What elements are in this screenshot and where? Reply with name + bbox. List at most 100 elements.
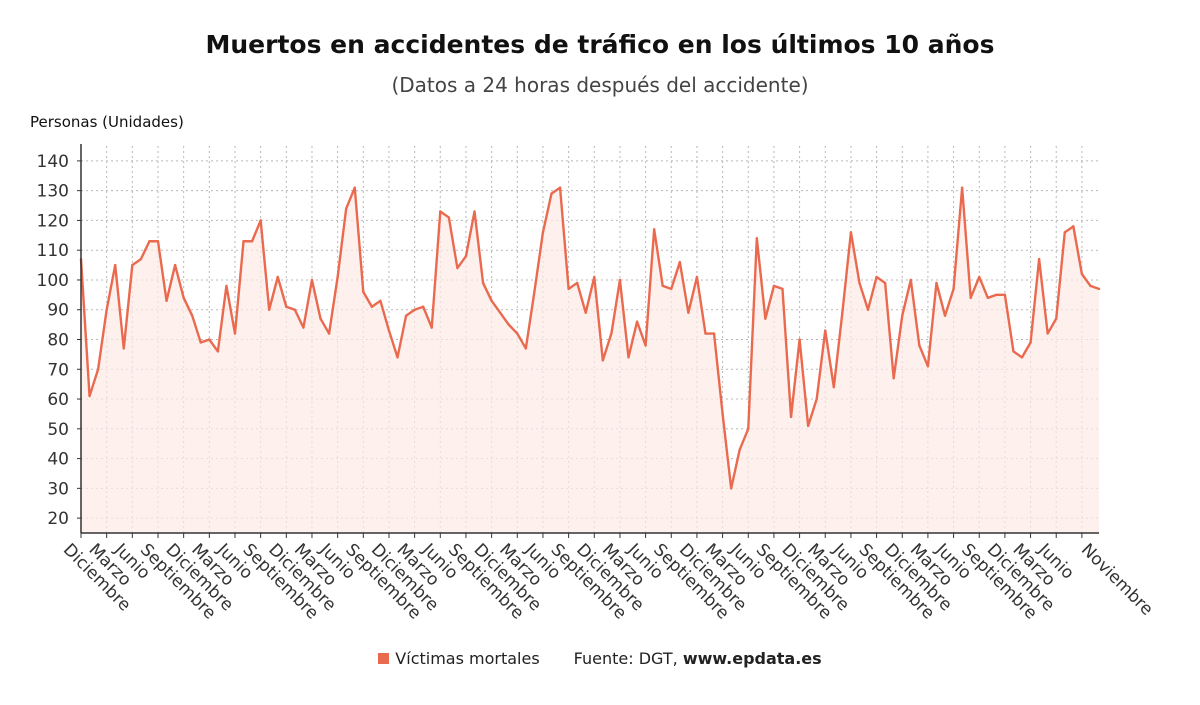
data-point bbox=[627, 356, 630, 359]
y-tick-label: 70 bbox=[47, 360, 69, 380]
data-point bbox=[276, 275, 279, 279]
y-tick-label: 40 bbox=[47, 450, 69, 470]
data-point bbox=[268, 308, 271, 311]
data-point bbox=[558, 186, 562, 189]
data-point bbox=[148, 240, 151, 243]
data-point bbox=[131, 263, 134, 267]
data-point bbox=[978, 275, 981, 279]
data-point bbox=[319, 317, 322, 320]
data-point bbox=[824, 329, 827, 332]
data-point bbox=[704, 332, 707, 335]
y-tick-label: 80 bbox=[47, 331, 69, 351]
y-tick-label: 90 bbox=[47, 301, 69, 321]
data-point bbox=[114, 263, 117, 267]
data-point bbox=[1012, 350, 1015, 353]
data-point bbox=[584, 311, 587, 314]
data-point bbox=[165, 299, 168, 302]
data-point bbox=[918, 344, 921, 347]
data-point bbox=[926, 365, 930, 368]
data-point bbox=[712, 332, 716, 335]
data-point bbox=[575, 281, 579, 285]
data-point bbox=[721, 412, 724, 416]
data-point bbox=[695, 275, 699, 279]
data-point bbox=[250, 240, 254, 243]
data-point bbox=[344, 207, 348, 210]
data-point bbox=[892, 377, 895, 380]
data-point bbox=[336, 275, 339, 279]
data-point bbox=[747, 427, 750, 431]
data-point bbox=[1097, 287, 1101, 291]
data-point bbox=[302, 326, 305, 329]
data-point bbox=[1089, 284, 1092, 288]
legend-swatch bbox=[378, 653, 390, 664]
data-point bbox=[447, 216, 451, 219]
data-point bbox=[781, 287, 784, 291]
data-point bbox=[995, 293, 998, 297]
y-axis-label: Personas (Unidades) bbox=[30, 113, 184, 131]
y-tick-label: 20 bbox=[47, 509, 69, 529]
data-point bbox=[310, 278, 314, 282]
data-point bbox=[798, 338, 801, 341]
data-point bbox=[473, 210, 476, 213]
data-point bbox=[661, 284, 664, 288]
data-point bbox=[1055, 317, 1058, 320]
data-point bbox=[507, 323, 510, 326]
data-point bbox=[379, 299, 382, 302]
data-point bbox=[216, 350, 220, 353]
data-point bbox=[789, 415, 793, 419]
data-point bbox=[670, 287, 673, 291]
data-point bbox=[259, 219, 262, 222]
data-point bbox=[593, 275, 596, 279]
data-point bbox=[841, 311, 844, 314]
data-point bbox=[969, 296, 972, 300]
data-point bbox=[285, 305, 288, 308]
y-tick-label: 50 bbox=[47, 420, 69, 440]
data-point bbox=[430, 326, 433, 329]
data-point bbox=[738, 448, 741, 451]
data-point bbox=[901, 314, 904, 317]
y-tick-label: 140 bbox=[37, 152, 69, 172]
data-point bbox=[567, 287, 570, 291]
data-point bbox=[225, 284, 228, 288]
data-point bbox=[1063, 231, 1066, 234]
data-point bbox=[1037, 257, 1041, 261]
data-point bbox=[935, 281, 938, 285]
data-point bbox=[421, 305, 425, 308]
data-point bbox=[156, 240, 160, 243]
chart-subtitle: (Datos a 24 horas después del accidente) bbox=[391, 73, 809, 97]
data-point bbox=[729, 487, 733, 490]
data-point bbox=[191, 314, 194, 317]
data-points bbox=[79, 186, 1101, 490]
data-point bbox=[1029, 341, 1032, 344]
data-point bbox=[105, 308, 108, 311]
series-line bbox=[79, 186, 1100, 490]
data-point bbox=[541, 231, 545, 234]
data-point bbox=[986, 296, 989, 300]
data-point bbox=[764, 317, 767, 320]
data-point bbox=[943, 314, 947, 317]
data-point bbox=[208, 338, 211, 341]
data-point bbox=[909, 278, 912, 282]
data-point bbox=[498, 311, 502, 314]
data-point bbox=[293, 308, 297, 311]
y-tick-label: 130 bbox=[37, 182, 69, 202]
data-point bbox=[618, 278, 622, 282]
data-point bbox=[490, 299, 493, 302]
x-tick-label: Noviembre bbox=[1077, 540, 1157, 620]
data-point bbox=[1003, 293, 1007, 297]
data-point bbox=[327, 332, 331, 335]
axes bbox=[77, 144, 1099, 538]
legend: Víctimas mortales Fuente: DGT, www.epdata… bbox=[0, 649, 1200, 668]
data-point bbox=[516, 332, 519, 335]
data-point bbox=[387, 329, 391, 332]
data-point bbox=[199, 341, 202, 344]
data-point bbox=[1046, 332, 1049, 335]
data-point bbox=[404, 314, 408, 317]
y-tick-labels: 20 30 40 50 60 70 80 90 100 110 120 130 140 bbox=[37, 152, 69, 529]
data-point bbox=[1080, 272, 1084, 276]
y-tick-label: 30 bbox=[47, 479, 69, 499]
y-tick-label: 60 bbox=[47, 390, 69, 410]
data-point bbox=[481, 281, 485, 285]
data-point bbox=[550, 192, 553, 195]
